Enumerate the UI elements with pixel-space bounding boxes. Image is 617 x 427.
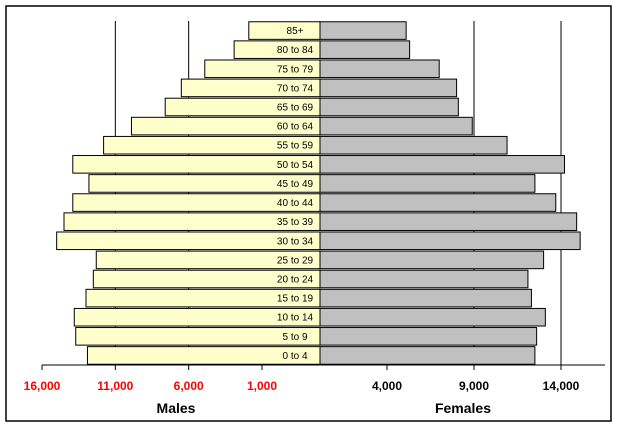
male-bar-85plus bbox=[248, 21, 321, 40]
left-tick-label: 11,000 bbox=[97, 379, 133, 393]
bars bbox=[56, 21, 581, 365]
right-tick-label: 4,000 bbox=[372, 379, 402, 393]
female-bar-15-to-19 bbox=[319, 288, 532, 308]
age-label: 40 to 44 bbox=[277, 198, 314, 209]
female-bar-5-to-9 bbox=[319, 327, 538, 346]
age-label: 75 to 79 bbox=[277, 64, 314, 75]
age-label: 70 to 74 bbox=[277, 83, 314, 94]
female-bar-85plus bbox=[319, 21, 407, 40]
age-label: 30 to 34 bbox=[277, 236, 314, 247]
age-label: 60 to 64 bbox=[277, 122, 314, 133]
female-bar-65-to-69 bbox=[319, 97, 459, 117]
left-tick-label: 6,000 bbox=[174, 379, 204, 393]
right-tick-label: 14,000 bbox=[543, 379, 580, 393]
female-bar-75-to-79 bbox=[319, 59, 440, 79]
age-label: 25 to 29 bbox=[277, 255, 314, 266]
age-labels: 0 to 4 5 to 9 10 to 14 15 to 19 20 to 24 25 t… bbox=[277, 26, 314, 362]
age-label: 0 to 4 bbox=[282, 351, 307, 362]
female-bar-50-to-54 bbox=[319, 155, 565, 174]
female-bar-35-to-39 bbox=[319, 212, 578, 231]
female-bar-30-to-34 bbox=[319, 231, 581, 251]
right-tick-label: 9,000 bbox=[459, 379, 489, 393]
age-label: 55 to 59 bbox=[277, 141, 314, 152]
females-axis-title: Females bbox=[435, 400, 491, 416]
female-bar-60-to-64 bbox=[319, 116, 473, 136]
age-label: 50 to 54 bbox=[277, 160, 314, 171]
female-bar-80-to-84 bbox=[319, 40, 411, 59]
left-tick-label: 16,000 bbox=[24, 379, 61, 393]
left-tick-label: 1,000 bbox=[247, 379, 277, 393]
age-label: 85+ bbox=[287, 26, 304, 37]
female-bar-20-to-24 bbox=[319, 269, 529, 289]
age-label: 5 to 9 bbox=[282, 332, 307, 343]
female-bar-10-to-14 bbox=[319, 307, 546, 327]
age-label: 15 to 19 bbox=[277, 294, 314, 305]
males-axis-title: Males bbox=[157, 400, 196, 416]
female-bar-70-to-74 bbox=[319, 78, 458, 98]
age-label: 20 to 24 bbox=[277, 275, 314, 286]
female-bar-0-to-4 bbox=[319, 346, 536, 365]
age-label: 35 to 39 bbox=[277, 217, 314, 228]
female-bar-45-to-49 bbox=[319, 174, 536, 193]
age-label: 10 to 14 bbox=[277, 313, 314, 324]
age-label: 80 to 84 bbox=[277, 45, 314, 56]
gridlines bbox=[114, 21, 562, 365]
female-bar-55-to-59 bbox=[319, 135, 508, 155]
age-label: 45 to 49 bbox=[277, 179, 314, 190]
tick-labels: 16,000 11,000 6,000 1,000 4,000 9,000 14,000 bbox=[24, 365, 580, 393]
age-label: 65 to 69 bbox=[277, 103, 314, 114]
female-bar-25-to-29 bbox=[319, 250, 545, 270]
female-bar-40-to-44 bbox=[319, 193, 557, 212]
